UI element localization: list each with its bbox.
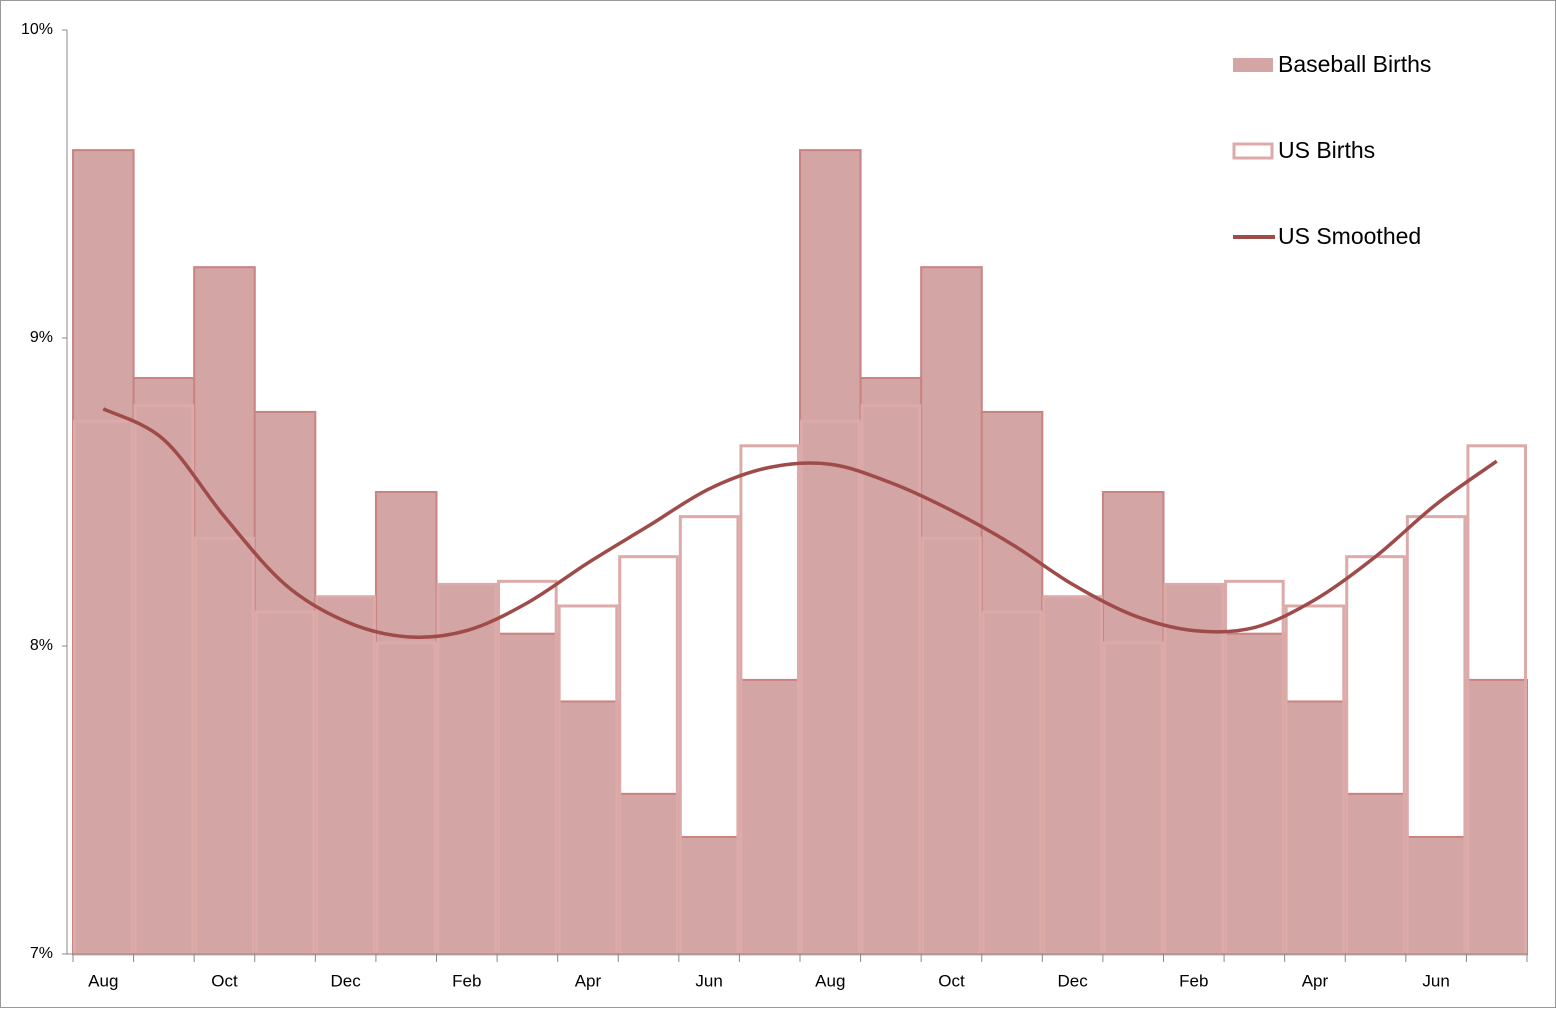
bar — [1344, 792, 1407, 956]
bar — [1465, 678, 1528, 955]
bar — [799, 149, 862, 955]
bar — [920, 266, 983, 956]
bar — [314, 595, 377, 955]
bar — [193, 266, 256, 956]
x-tick-label: Oct — [938, 971, 965, 990]
bar — [617, 792, 680, 956]
y-tick-label: 9% — [30, 329, 53, 346]
bar — [496, 632, 559, 955]
x-tick-label: Apr — [1302, 971, 1329, 990]
bar — [1101, 491, 1165, 955]
bar — [859, 377, 923, 956]
bar — [738, 678, 802, 955]
smoothed-line — [102, 407, 1498, 639]
legend-label: Baseball Births — [1278, 51, 1431, 77]
legend-swatch — [1232, 142, 1274, 160]
x-tick-label: Aug — [88, 971, 118, 990]
x-tick-label: Aug — [815, 971, 845, 990]
y-tick-label: 10% — [21, 21, 53, 38]
x-tick-label: Feb — [1179, 971, 1208, 990]
y-tick-label: 7% — [30, 945, 53, 962]
x-tick-label: Feb — [452, 971, 481, 990]
x-tick-label: Oct — [211, 971, 238, 990]
bar — [374, 491, 438, 955]
bar — [556, 700, 620, 955]
bar — [253, 410, 317, 956]
bar — [980, 410, 1044, 956]
x-tick-label: Jun — [1422, 971, 1449, 990]
bar — [435, 583, 499, 956]
x-tick-label: Dec — [1058, 971, 1089, 990]
legend-swatch — [1233, 58, 1273, 72]
legend-label: US Births — [1278, 137, 1375, 163]
x-tick-label: Dec — [331, 971, 362, 990]
x-tick-label: Jun — [695, 971, 722, 990]
legend-label: US Smoothed — [1278, 223, 1421, 249]
y-tick-label: 8% — [30, 637, 53, 654]
bar — [72, 149, 135, 955]
bar — [1162, 583, 1226, 956]
bar — [1404, 835, 1468, 956]
bar — [1041, 595, 1104, 955]
x-tick-label: Apr — [575, 971, 602, 990]
bar — [1223, 632, 1286, 955]
bar — [1283, 700, 1347, 955]
bar — [677, 835, 741, 956]
